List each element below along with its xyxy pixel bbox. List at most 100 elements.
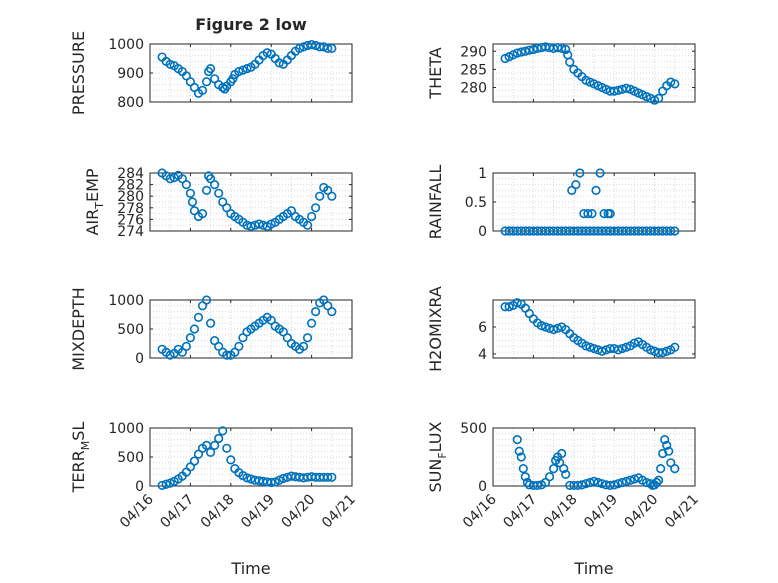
data-point: [307, 39, 317, 50]
axes-frame: [492, 427, 696, 487]
data-point: [662, 346, 672, 356]
y-tick-label: 274: [117, 224, 144, 240]
data-point: [581, 479, 591, 489]
data-point: [214, 188, 224, 198]
subplot-sun: 0 500 SUNFLUX 04/16 04/17 04/18 04/19 04/20 04/2…: [426, 421, 702, 531]
x-axis-label-left: Time: [230, 559, 270, 578]
data-point: [218, 82, 228, 93]
data-point: [197, 85, 208, 95]
y-tick-label: 900: [117, 66, 144, 82]
data-point: [652, 477, 662, 488]
subplot-mixdepth: 0 500 1000 MIXDEPTH: [69, 287, 353, 371]
data-point: [609, 86, 619, 96]
y-axis-label-subscript: F: [436, 452, 449, 458]
y-tick-label: 0: [135, 351, 144, 367]
data-point: [165, 59, 175, 69]
data-point: [201, 77, 212, 87]
y-axis-label: MIXDEPTH: [69, 287, 88, 370]
y-axis-label: AIRTEMP: [83, 168, 106, 235]
data-point: [561, 44, 571, 55]
data-point: [573, 480, 583, 491]
axes-frame: [492, 43, 696, 103]
data-point: [605, 480, 615, 491]
data-point: [581, 341, 591, 351]
y-tick-label: 500: [460, 421, 487, 437]
data-point: [565, 57, 575, 67]
y-axis-label-tail: SL: [69, 422, 88, 441]
data-point: [662, 440, 672, 451]
data-point: [660, 435, 670, 445]
data-point: [197, 209, 208, 219]
data-point: [583, 209, 593, 219]
data-point: [323, 43, 333, 53]
data-point: [670, 226, 680, 236]
data-point: [645, 345, 656, 355]
y-axis-label-main: SUN: [426, 459, 445, 493]
data-point: [577, 480, 587, 490]
y-tick-label: 280: [117, 189, 144, 205]
y-tick-label: 290: [460, 44, 487, 60]
data-point: [617, 343, 627, 354]
data-point: [187, 197, 198, 207]
y-axis-label: H2OMIXRA: [426, 286, 445, 372]
x-tick-label: 04/20: [622, 492, 662, 532]
y-tick-label: 284: [117, 166, 144, 182]
data-point: [206, 447, 216, 457]
y-axis-label-tail: EMP: [83, 168, 102, 202]
y-axis-label-subscript: T: [93, 202, 106, 210]
data-point: [557, 43, 567, 53]
x-tick-label: 04/18: [541, 492, 581, 532]
data-point: [302, 220, 313, 230]
data-point: [516, 452, 526, 462]
data-point: [327, 191, 337, 201]
data-point: [605, 209, 615, 219]
data-point: [593, 477, 603, 488]
data-point: [571, 180, 581, 190]
data-point: [315, 191, 325, 201]
data-point: [327, 307, 337, 317]
x-tick-label: 04/19: [238, 492, 278, 532]
data-point: [548, 325, 559, 335]
y-axis-label: THETA: [426, 47, 445, 99]
data-point: [181, 341, 191, 352]
data-point: [201, 185, 212, 195]
y-axis-label-main: PRESSURE: [69, 31, 88, 115]
data-point: [254, 219, 264, 229]
subplot-h2omixra: 4 6 H2OMIXRA: [426, 286, 696, 372]
data-point: [274, 58, 284, 68]
data-point: [161, 479, 171, 489]
data-point: [532, 480, 543, 491]
data-point: [617, 477, 627, 488]
data-point: [504, 302, 514, 312]
data-point: [559, 464, 569, 474]
data-point: [625, 475, 635, 485]
data-point: [512, 435, 522, 445]
data-point: [228, 74, 238, 84]
y-tick-label: 1000: [108, 421, 144, 437]
y-axis-label-main: TERR: [69, 450, 88, 493]
data-point: [575, 168, 585, 178]
y-tick-label: 276: [117, 212, 144, 228]
data-point: [609, 480, 619, 490]
data-point: [226, 455, 236, 465]
data-point: [613, 479, 623, 489]
data-point: [589, 343, 599, 354]
data-point: [238, 65, 248, 75]
data-point: [222, 350, 232, 360]
data-point: [246, 221, 256, 231]
data-point: [553, 43, 563, 53]
data-point: [266, 477, 276, 488]
y-axis-label: PRESSURE: [69, 31, 88, 115]
data-point: [302, 333, 313, 343]
data-point: [206, 318, 216, 328]
x-tick-label: 04/21: [319, 492, 359, 532]
data-point: [518, 464, 528, 474]
data-point: [189, 456, 200, 466]
x-axis-label-right: Time: [573, 559, 613, 578]
y-axis-label-subscript: M: [79, 441, 92, 451]
data-point: [512, 48, 522, 58]
x-tick-label: 04/16: [117, 491, 157, 531]
data-point: [311, 203, 321, 213]
